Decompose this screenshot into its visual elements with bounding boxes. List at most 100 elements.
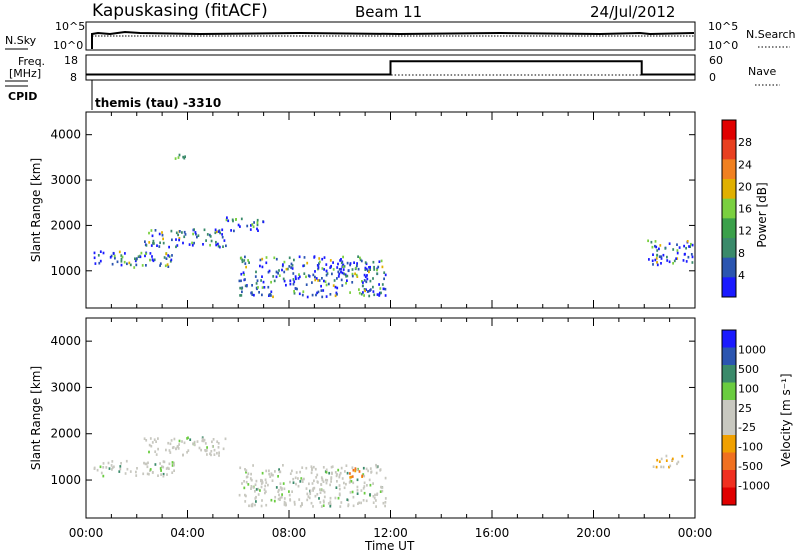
vel-echo-cell — [154, 450, 157, 453]
power-echo-cell — [149, 252, 152, 255]
power-echo-cell — [690, 242, 692, 246]
power-echo-cell — [120, 257, 123, 261]
vel-echo-cell — [162, 474, 165, 478]
vel-echo-cell — [301, 466, 304, 469]
vel-echo-cell — [322, 466, 325, 469]
vel-echo-cell — [331, 472, 333, 475]
power-echo-cell — [366, 274, 368, 277]
vel-echo-cell — [177, 447, 180, 450]
vel-echo-cell — [313, 479, 315, 483]
power-echo-cell — [168, 255, 171, 258]
vel-echo-cell — [314, 467, 317, 471]
power-echo-cell — [329, 293, 332, 296]
power-echo-cell — [306, 295, 309, 299]
vel-echo-cell — [294, 476, 297, 480]
vel-echo-cell — [354, 467, 357, 470]
power-echo-cell — [159, 241, 161, 245]
power-echo-cell — [197, 234, 200, 237]
power-echo-cell — [267, 270, 270, 274]
vel-echo-cell — [337, 468, 340, 472]
power-echo-cell — [282, 277, 285, 281]
vel-echo-cell — [248, 504, 250, 508]
vel-echo-cell — [293, 503, 296, 506]
power-echo-cell — [326, 272, 329, 275]
vel-echo-cell — [260, 479, 262, 483]
power-echo-cell — [162, 241, 165, 245]
power-echo-cell — [144, 240, 146, 243]
power-echo-cell — [148, 241, 151, 244]
vel-echo-cell — [357, 502, 359, 505]
vel-echo-cell — [168, 467, 170, 470]
power-echo-cell — [373, 265, 375, 269]
vel-echo-cell — [111, 468, 113, 471]
vel-echo-cell — [265, 481, 268, 484]
power-echo-cell — [128, 261, 131, 265]
vel-echo-cell — [284, 503, 287, 507]
vel-echo-cell — [338, 473, 341, 477]
power-echo-cell — [372, 260, 375, 264]
power-echo-cell — [277, 272, 279, 275]
power-colorbar-tick-label: 4 — [738, 269, 745, 282]
power-echo-cell — [365, 280, 368, 284]
power-echo-cell — [144, 254, 146, 258]
vel-echo-cell — [153, 438, 156, 441]
vel-echo-cell — [193, 443, 196, 447]
power-echo-cell — [349, 262, 352, 265]
power-echo-cell — [281, 264, 284, 268]
power-echo-cell — [150, 229, 153, 232]
power-echo-cell — [363, 279, 366, 282]
vel-echo-cell — [671, 457, 674, 461]
vel-echo-cell — [187, 449, 190, 452]
power-echo-cell — [685, 260, 688, 263]
nsearch-tick-bottom: 10^0 — [708, 39, 738, 52]
vel-echo-cell — [165, 448, 167, 452]
power-echo-cell — [244, 255, 246, 259]
vel-echo-cell — [162, 465, 165, 469]
vel-echo-cell — [681, 454, 684, 458]
vel-echo-cell — [260, 504, 263, 508]
power-echo-cell — [376, 272, 379, 275]
vel-echo-cell — [149, 468, 152, 471]
vel-echo-cell — [334, 471, 337, 474]
vel-echo-cell — [278, 470, 281, 473]
power-echo-cell — [363, 288, 366, 291]
vel-echo-cell — [145, 439, 148, 442]
vel-echo-cell — [361, 474, 364, 478]
power-echo-cell — [685, 246, 687, 250]
vel-echo-cell — [381, 486, 384, 489]
power-echo-cell — [660, 262, 662, 265]
station-title: Kapuskasing (fitACF) — [92, 1, 268, 21]
power-echo-cell — [290, 262, 293, 266]
nsky-tick-bottom: 10^0 — [53, 39, 83, 52]
velocity-echoes — [93, 436, 684, 508]
vel-echo-cell — [278, 493, 280, 497]
vel-echo-cell — [380, 485, 382, 489]
vel-echo-cell — [349, 476, 352, 479]
power-echo-cell — [171, 254, 173, 257]
vel-echo-cell — [267, 483, 269, 487]
power-echo-cell — [355, 266, 357, 270]
velocity-xtick-label: 16:00 — [475, 526, 510, 540]
power-echo-cell — [362, 291, 364, 294]
vel-echo-cell — [178, 443, 180, 446]
vel-echo-cell — [369, 483, 372, 487]
power-echo-cell — [338, 268, 341, 271]
vel-echo-cell — [339, 505, 342, 508]
power-echo-cell — [161, 233, 164, 237]
power-echo-cell — [676, 251, 679, 255]
power-echo-cell — [656, 263, 659, 267]
vel-echo-cell — [274, 470, 276, 473]
vel-echo-cell — [300, 477, 303, 480]
power-echo-cell — [354, 272, 356, 276]
vel-echo-cell — [269, 475, 272, 478]
vel-echo-cell — [99, 465, 102, 469]
power-echo-cell — [318, 279, 321, 282]
vel-echo-cell — [93, 466, 96, 470]
power-echo-cell — [123, 260, 126, 264]
vel-echo-cell — [363, 481, 366, 485]
power-echo-cell — [159, 262, 162, 265]
power-echo-cell — [99, 259, 102, 263]
power-echo-cell — [330, 264, 332, 268]
vel-echo-cell — [211, 440, 213, 444]
power-echo-cell — [141, 264, 144, 267]
